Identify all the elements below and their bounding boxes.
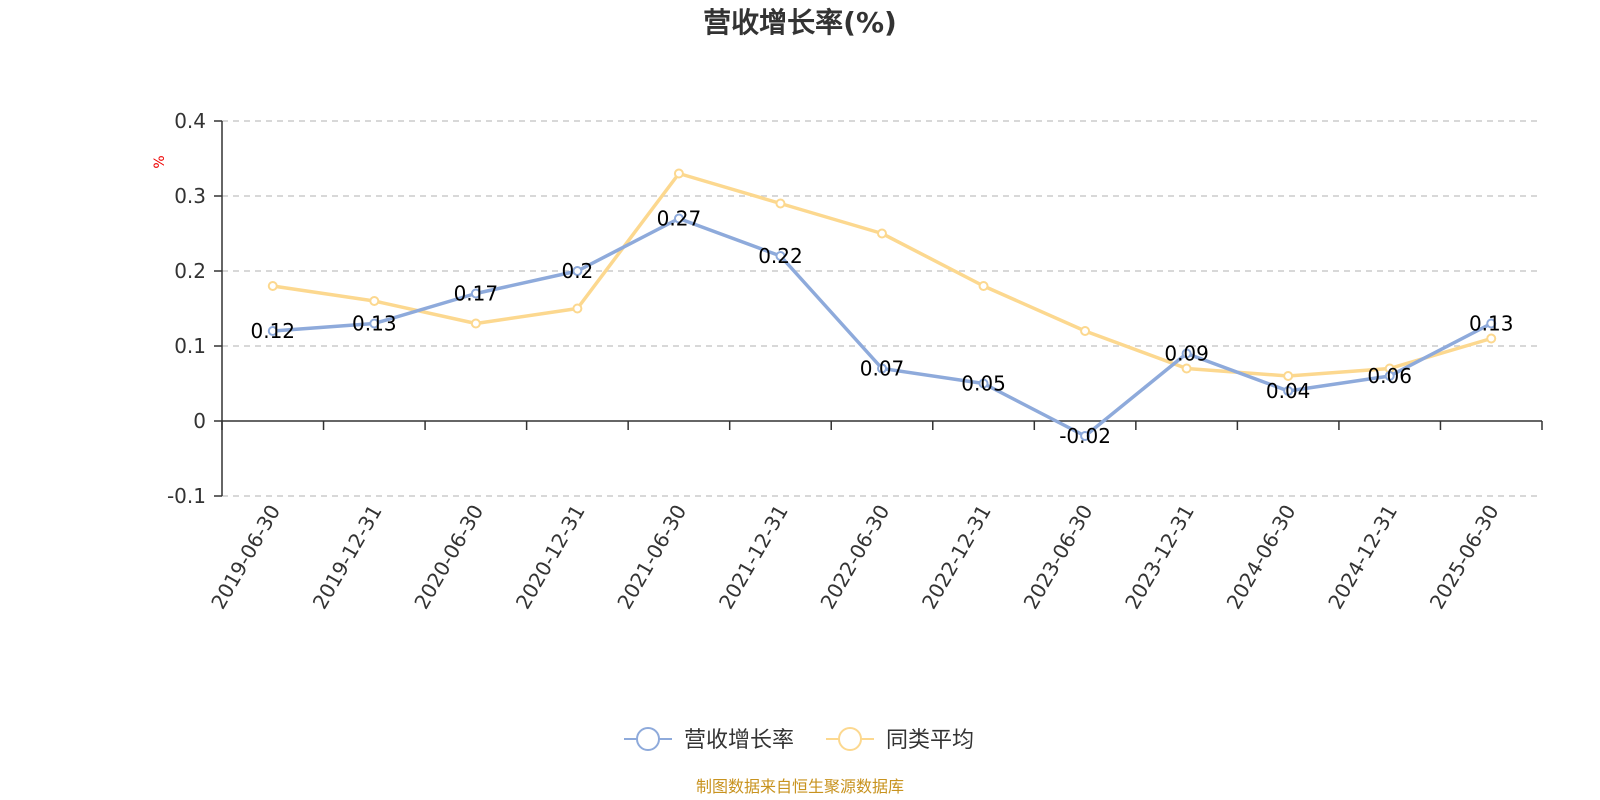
data-label: 0.06	[1367, 364, 1412, 388]
data-label: 0.27	[657, 207, 702, 231]
data-point	[1283, 386, 1294, 396]
data-label: 0.12	[251, 319, 296, 343]
data-point	[267, 281, 278, 291]
y-tick-label: 0.1	[174, 334, 206, 358]
data-point	[369, 318, 380, 329]
x-tick-label: 2024-06-30	[1222, 501, 1301, 614]
legend-item[interactable]: 同类平均	[826, 727, 974, 753]
y-tick-label: 0.4	[174, 109, 206, 133]
x-tick-label: 2020-12-31	[511, 501, 590, 614]
data-point	[572, 266, 583, 276]
data-label: 0.13	[352, 312, 397, 336]
data-label: 0.17	[454, 282, 499, 306]
x-tick-label: 2022-06-30	[815, 501, 894, 614]
data-point	[1486, 318, 1497, 329]
x-tick-label: 2024-12-31	[1323, 501, 1402, 614]
data-point	[1283, 371, 1294, 381]
data-label: -0.02	[1059, 424, 1111, 448]
data-point	[877, 363, 887, 374]
x-tick-label: 2021-12-31	[714, 501, 793, 614]
y-tick-label: 0	[193, 409, 206, 433]
x-tick-label: 2022-12-31	[917, 501, 996, 614]
legend-label: 营收增长率	[684, 728, 794, 753]
legend-swatch-marker	[838, 727, 862, 751]
x-tick-label: 2025-06-30	[1425, 501, 1504, 614]
data-point	[1181, 363, 1192, 374]
y-axis-unit: %	[152, 155, 168, 168]
y-tick-label: 0.3	[174, 184, 206, 208]
data-label: 0.05	[961, 372, 1006, 396]
chart-title: 营收增长率(%)	[703, 6, 897, 39]
data-point	[978, 281, 989, 291]
legend-item[interactable]: 营收增长率	[624, 727, 794, 753]
data-point	[470, 318, 481, 329]
x-tick-label: 2019-12-31	[308, 501, 387, 614]
legend-swatch-marker	[636, 727, 660, 751]
data-point	[978, 378, 989, 389]
legend[interactable]: 营收增长率 同类平均	[624, 727, 974, 753]
data-point	[1486, 333, 1497, 344]
data-point	[470, 288, 481, 299]
data-point	[572, 303, 583, 314]
data-point	[1080, 431, 1091, 441]
data-label: 0.09	[1164, 342, 1209, 366]
y-tick-label: -0.1	[167, 484, 206, 508]
series-line	[272, 216, 1493, 438]
source-note: 制图数据来自恒生聚源数据库	[696, 777, 904, 796]
data-label: 0.07	[860, 357, 905, 381]
data-label: 0.04	[1266, 379, 1311, 403]
y-tick-label: 0.2	[174, 259, 206, 283]
data-point	[1080, 326, 1091, 336]
data-point	[1181, 348, 1192, 359]
data-point	[877, 228, 887, 239]
data-label: 0.13	[1469, 312, 1514, 336]
data-point	[673, 213, 684, 224]
x-tick-label: 2021-06-30	[612, 501, 691, 614]
data-point	[267, 326, 278, 336]
grid-lines	[222, 120, 1542, 497]
data-point	[1384, 371, 1395, 381]
axes: -0.1 0 0.1 0.2 0.3 0.4 2019-06-30 2019-12-31 202…	[167, 109, 1543, 614]
x-tick-label: 2019-06-30	[206, 501, 285, 614]
data-labels: 0.12 0.13 0.17 0.2 0.27 0.22 0.07 0.05 -0.02 0.09…	[251, 207, 1514, 449]
data-point	[369, 296, 380, 306]
data-point	[775, 198, 786, 209]
data-point	[673, 168, 684, 179]
data-label: 0.2	[561, 259, 593, 283]
x-tick-label: 2023-12-31	[1120, 501, 1199, 614]
data-label: 0.22	[758, 244, 803, 268]
x-tick-label: 2020-06-30	[409, 501, 488, 614]
data-point	[775, 251, 786, 261]
series-lines	[267, 168, 1497, 441]
x-tick-label: 2023-06-30	[1019, 501, 1098, 614]
legend-label: 同类平均	[886, 728, 974, 753]
